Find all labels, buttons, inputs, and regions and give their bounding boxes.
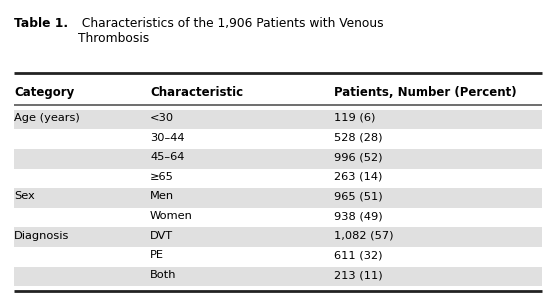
- Text: Category: Category: [14, 86, 74, 99]
- Text: PE: PE: [150, 250, 164, 260]
- Text: 30–44: 30–44: [150, 133, 185, 143]
- Text: 938 (49): 938 (49): [334, 211, 382, 221]
- Text: ≥65: ≥65: [150, 172, 174, 182]
- Bar: [14, 228, 542, 247]
- Text: 611 (32): 611 (32): [334, 250, 382, 260]
- Text: Both: Both: [150, 270, 177, 280]
- Text: 528 (28): 528 (28): [334, 133, 382, 143]
- Text: Age (years): Age (years): [14, 113, 80, 123]
- Text: Characteristics of the 1,906 Patients with Venous
Thrombosis: Characteristics of the 1,906 Patients wi…: [78, 17, 384, 45]
- Text: DVT: DVT: [150, 231, 173, 241]
- Bar: [14, 149, 542, 168]
- Text: Patients, Number (Percent): Patients, Number (Percent): [334, 86, 516, 99]
- Text: 213 (11): 213 (11): [334, 270, 382, 280]
- Text: 996 (52): 996 (52): [334, 152, 382, 162]
- Text: Characteristic: Characteristic: [150, 86, 243, 99]
- Bar: [14, 188, 542, 208]
- Text: Men: Men: [150, 191, 174, 201]
- Text: Women: Women: [150, 211, 193, 221]
- Text: Table 1.: Table 1.: [14, 17, 68, 30]
- Text: 45–64: 45–64: [150, 152, 185, 162]
- Text: 965 (51): 965 (51): [334, 191, 382, 201]
- Text: <30: <30: [150, 113, 174, 123]
- Text: 1,082 (57): 1,082 (57): [334, 231, 393, 241]
- Bar: [14, 110, 542, 129]
- Text: Sex: Sex: [14, 191, 34, 201]
- Text: 119 (6): 119 (6): [334, 113, 375, 123]
- Bar: [14, 267, 542, 286]
- Text: Diagnosis: Diagnosis: [14, 231, 70, 241]
- Text: 263 (14): 263 (14): [334, 172, 382, 182]
